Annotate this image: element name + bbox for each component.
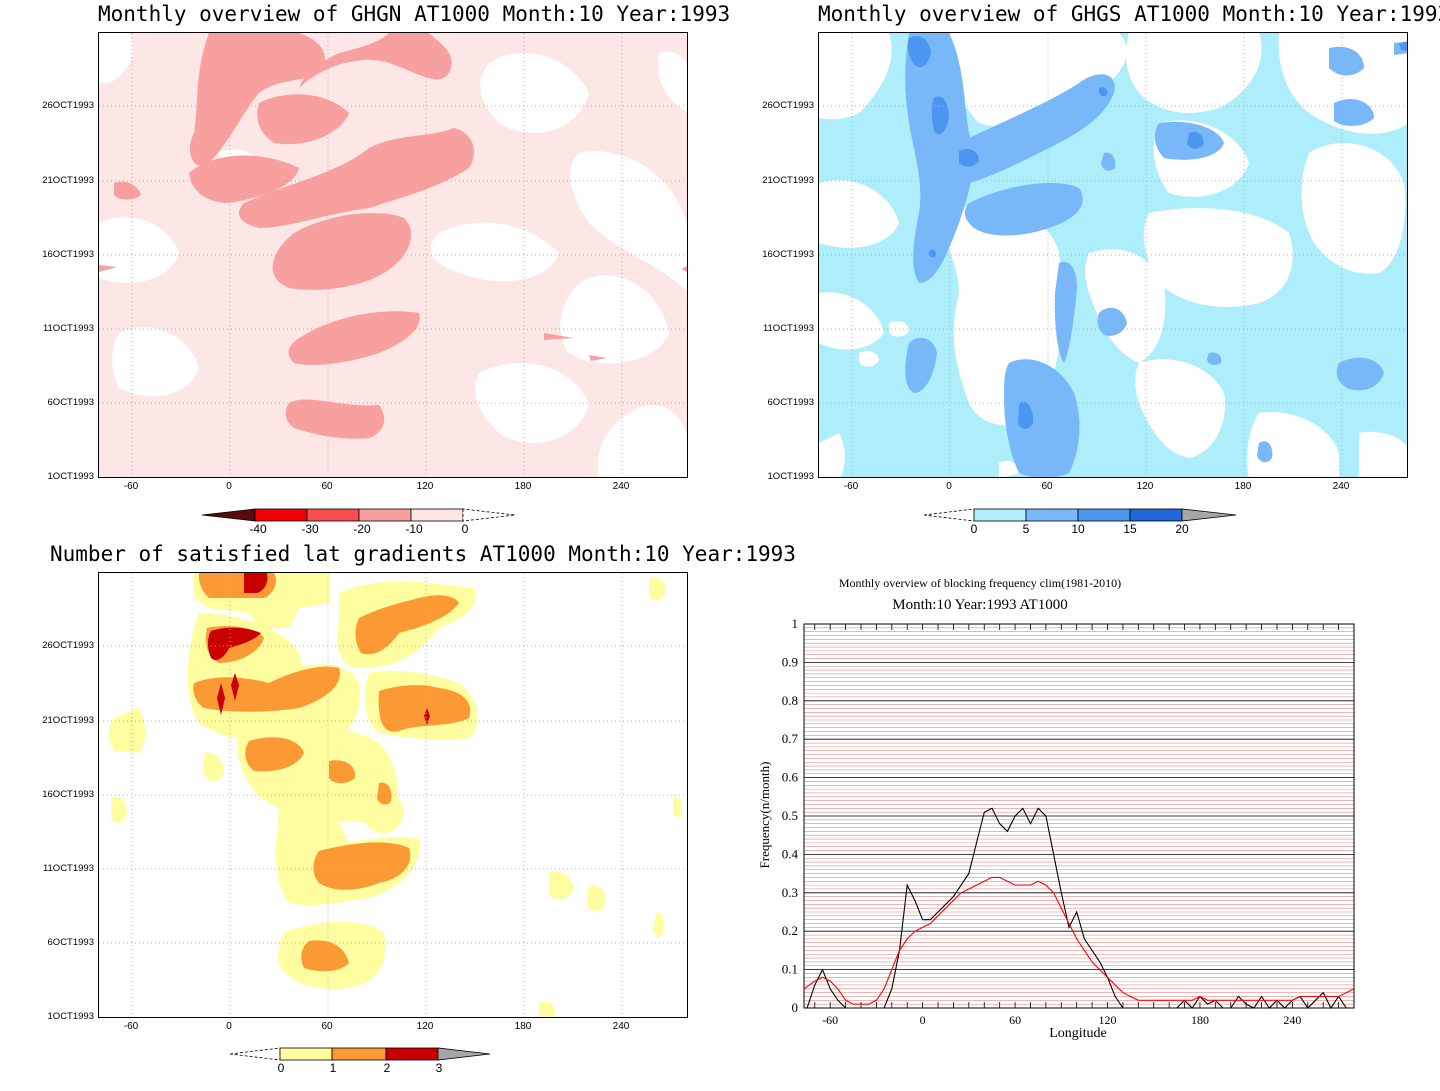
blocking-subtitle: Month:10 Year:1993 AT1000 bbox=[892, 597, 1068, 613]
latgrad-colorbar bbox=[229, 1047, 491, 1061]
cbar-label: 2 bbox=[383, 1061, 391, 1075]
series-line-observed bbox=[806, 807, 1354, 1010]
ghgs-grid bbox=[819, 33, 1407, 477]
ghgn-plot bbox=[98, 32, 688, 478]
x-tick-label: 180 bbox=[1191, 1013, 1209, 1027]
ytick: 21OCT1993 bbox=[42, 715, 94, 726]
ghgn-grid bbox=[99, 33, 687, 477]
cbar-label: -10 bbox=[405, 522, 423, 536]
cbar-label: 5 bbox=[1022, 522, 1030, 536]
latgrad-grid bbox=[99, 573, 687, 1017]
latgrad-plot bbox=[98, 572, 688, 1018]
xtick: 180 bbox=[514, 1021, 532, 1032]
ghgs-plot bbox=[818, 32, 1408, 478]
ghgn-title: Monthly overview of GHGN AT1000 Month:10… bbox=[98, 2, 731, 26]
y-tick-label: 1 bbox=[792, 616, 799, 631]
ghgn-field bbox=[99, 33, 687, 477]
blocking-title: Monthly overview of blocking frequency c… bbox=[838, 576, 1122, 590]
xtick: 240 bbox=[612, 1021, 630, 1032]
cbar-label: 10 bbox=[1071, 522, 1085, 536]
x-tick-label: 60 bbox=[1009, 1013, 1021, 1027]
xtick: -60 bbox=[123, 1021, 139, 1032]
ytick: 6OCT1993 bbox=[47, 937, 94, 948]
cbar-label: -20 bbox=[353, 522, 371, 536]
y-tick-label: 0.3 bbox=[782, 885, 798, 900]
y-tick-label: 0 bbox=[792, 1000, 799, 1015]
cbar-label: -30 bbox=[301, 522, 319, 536]
ytick: 1OCT1993 bbox=[767, 471, 814, 482]
blocking-ylabel: Frequency(n/month) bbox=[757, 761, 772, 869]
y-tick-label: 0.4 bbox=[782, 846, 799, 861]
ghgs-title: Monthly overview of GHGS AT1000 Month:10… bbox=[818, 2, 1440, 26]
ytick: 21OCT1993 bbox=[42, 175, 94, 186]
xtick: 180 bbox=[1234, 481, 1252, 492]
cbar-label: 1 bbox=[329, 1061, 337, 1075]
cbar-label: 0 bbox=[461, 522, 469, 536]
ytick: 26OCT1993 bbox=[42, 100, 94, 111]
cbar-label: 15 bbox=[1123, 522, 1137, 536]
latgrad-field bbox=[108, 573, 683, 1017]
xtick: 120 bbox=[416, 1021, 434, 1032]
blocking-chart: 0 0.1 0.2 0.3 0.4 0.5 0.6 0.7 0.8 0.9 1 -60 0 60 120 18… bbox=[782, 616, 1355, 1027]
ytick: 1OCT1993 bbox=[47, 1011, 94, 1022]
y-tick-label: 0.8 bbox=[782, 693, 798, 708]
ytick: 6OCT1993 bbox=[47, 397, 94, 408]
xtick: 120 bbox=[1136, 481, 1154, 492]
xtick: 60 bbox=[1041, 481, 1053, 492]
ytick: 11OCT1993 bbox=[42, 863, 94, 874]
ghgs-colorbar bbox=[923, 508, 1237, 522]
ytick: 11OCT1993 bbox=[42, 323, 94, 334]
y-tick-label: 0.1 bbox=[782, 962, 798, 977]
x-tick-label: 120 bbox=[1099, 1013, 1117, 1027]
xtick: 0 bbox=[226, 1021, 232, 1032]
xtick: -60 bbox=[843, 481, 859, 492]
ytick: 16OCT1993 bbox=[42, 249, 94, 260]
cbar-label: 0 bbox=[277, 1061, 285, 1075]
ytick: 6OCT1993 bbox=[767, 397, 814, 408]
ytick: 16OCT1993 bbox=[42, 789, 94, 800]
ytick: 21OCT1993 bbox=[762, 175, 814, 186]
x-tick-label: 240 bbox=[1283, 1013, 1301, 1027]
ghgn-colorbar bbox=[201, 508, 516, 522]
y-tick-label: 0.6 bbox=[782, 770, 799, 785]
ytick: 16OCT1993 bbox=[762, 249, 814, 260]
y-tick-label: 0.9 bbox=[782, 654, 798, 669]
ytick: 26OCT1993 bbox=[762, 100, 814, 111]
xtick: -60 bbox=[123, 481, 139, 492]
ytick: 11OCT1993 bbox=[762, 323, 814, 334]
y-tick-label: 0.2 bbox=[782, 923, 798, 938]
xtick: 60 bbox=[321, 1021, 333, 1032]
xtick: 180 bbox=[514, 481, 532, 492]
x-tick-label: -60 bbox=[822, 1013, 838, 1027]
cbar-label: 0 bbox=[970, 522, 978, 536]
y-tick-label: 0.5 bbox=[782, 808, 798, 823]
y-tick-label: 0.7 bbox=[782, 731, 799, 746]
cbar-label: -40 bbox=[249, 522, 267, 536]
blocking-xlabel: Longitude bbox=[1049, 1026, 1107, 1041]
latgrad-title: Number of satisfied lat gradients AT1000… bbox=[50, 542, 796, 566]
xtick: 0 bbox=[946, 481, 952, 492]
xtick: 240 bbox=[612, 481, 630, 492]
ytick: 1OCT1993 bbox=[47, 471, 94, 482]
xtick: 240 bbox=[1332, 481, 1350, 492]
xtick: 120 bbox=[416, 481, 434, 492]
xtick: 60 bbox=[321, 481, 333, 492]
plot-frame bbox=[803, 623, 1355, 1009]
cbar-label: 20 bbox=[1175, 522, 1189, 536]
ghgs-field bbox=[819, 33, 1407, 477]
cbar-label: 3 bbox=[435, 1061, 443, 1075]
xtick: 0 bbox=[226, 481, 232, 492]
series-line-climatology bbox=[803, 876, 1355, 1005]
x-tick-label: 0 bbox=[920, 1013, 926, 1027]
ytick: 26OCT1993 bbox=[42, 640, 94, 651]
